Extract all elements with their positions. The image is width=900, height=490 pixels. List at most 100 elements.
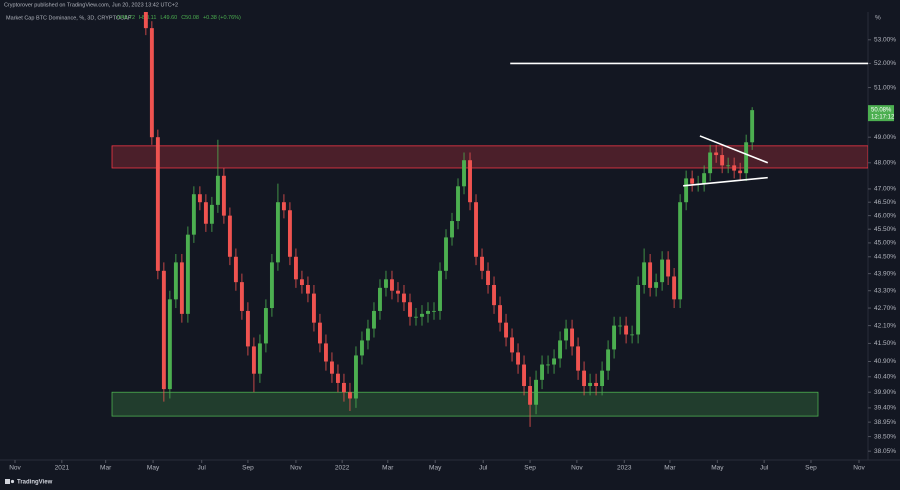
- y-tick-label: 40.40%: [874, 373, 896, 380]
- last-price-box: [868, 105, 894, 122]
- candle-body: [474, 202, 478, 257]
- candle-body: [600, 370, 605, 387]
- x-tick-label: Jul: [760, 465, 769, 472]
- candle-body: [618, 325, 623, 327]
- candle-body: [660, 259, 665, 283]
- candle-body: [360, 340, 364, 356]
- candle-body: [366, 328, 370, 341]
- publisher: Cryptorover published on TradingView.com…: [4, 2, 178, 8]
- x-tick-label: Jul: [479, 465, 488, 472]
- y-tick-label: 45.00%: [874, 240, 896, 247]
- candle-body: [732, 165, 737, 171]
- candle-body: [492, 284, 496, 306]
- candle-body: [384, 279, 388, 288]
- candle-body: [588, 382, 593, 387]
- candle-body: [378, 287, 382, 311]
- candle-body: [444, 237, 448, 271]
- candle-body: [528, 386, 532, 405]
- zone: [111, 391, 819, 417]
- candle-body: [149, 28, 154, 138]
- x-tick-label: Sep: [805, 465, 817, 472]
- y-tick-label: 46.50%: [874, 199, 896, 206]
- candle-body: [420, 313, 424, 317]
- x-tick-label: Mar: [382, 465, 394, 472]
- candle-body: [438, 270, 442, 311]
- candle-body: [281, 202, 286, 211]
- candle-body: [564, 328, 569, 341]
- y-tick-label: 42.10%: [874, 322, 896, 329]
- y-tick-label: 46.00%: [874, 212, 896, 219]
- candle-body: [594, 382, 599, 387]
- candle-body: [456, 186, 460, 222]
- y-tick-label: 47.00%: [874, 186, 896, 193]
- x-tick-label: 2021: [55, 465, 70, 472]
- last-price-label: 50.08%: [871, 108, 892, 114]
- candle-body: [227, 215, 232, 257]
- candle-body: [323, 343, 328, 362]
- candle-body: [245, 310, 250, 347]
- trendline: [683, 176, 768, 187]
- candle-body: [558, 340, 563, 359]
- candle-body: [342, 382, 346, 393]
- candle-body: [432, 310, 436, 312]
- candle-body: [690, 178, 695, 184]
- candle-body: [215, 175, 220, 205]
- candle-body: [630, 334, 635, 336]
- candle-body: [305, 284, 310, 294]
- ohlc-item: L49.60: [160, 15, 177, 21]
- candle-body: [396, 290, 400, 294]
- candle-body: [263, 308, 268, 344]
- candle-body: [299, 279, 304, 285]
- candle-body: [155, 137, 160, 271]
- x-tick-label: May: [711, 465, 724, 472]
- candle-body: [336, 373, 340, 383]
- candle-body: [642, 262, 647, 285]
- symbol-title: Market Cap BTC Dominance, %, 3D, CRYPTOC…: [6, 15, 132, 21]
- x-tick-label: Nov: [290, 465, 302, 472]
- candle-body: [480, 256, 484, 271]
- candle-body: [185, 234, 190, 314]
- y-tick-label: 38.05%: [874, 448, 896, 455]
- candle-body: [462, 160, 466, 187]
- candle-body: [209, 204, 214, 224]
- x-tick-label: 2023: [617, 465, 632, 472]
- candle-body: [269, 262, 274, 309]
- candle-body: [498, 305, 502, 323]
- candle-body: [257, 343, 262, 374]
- countdown: 12:17:12: [871, 115, 895, 121]
- candle-body: [654, 282, 659, 288]
- candle-body: [666, 259, 671, 277]
- y-tick-label: 42.70%: [874, 305, 896, 312]
- y-tick-label: 38.95%: [874, 419, 896, 426]
- y-tick-label: 45.50%: [874, 226, 896, 233]
- candle-body: [293, 256, 298, 280]
- candle-body: [750, 110, 755, 143]
- candle-body: [648, 262, 653, 288]
- y-tick-label: 53.00%: [874, 37, 896, 44]
- candle-body: [486, 270, 490, 285]
- y-tick-label: 39.90%: [874, 389, 896, 396]
- candle-body: [582, 370, 587, 387]
- candle-body: [372, 310, 376, 329]
- trendline: [699, 135, 769, 164]
- candle-body: [330, 361, 334, 374]
- candle-body: [239, 282, 244, 311]
- candle-body: [714, 152, 719, 156]
- tv-logo: [5, 479, 15, 484]
- candle-body: [546, 364, 551, 366]
- y-tick-label: 43.30%: [874, 287, 896, 294]
- candle-body: [173, 262, 178, 300]
- candle-body: [726, 165, 731, 167]
- x-tick-label: Nov: [9, 465, 21, 472]
- x-tick-label: Nov: [853, 465, 865, 472]
- candle-body: [708, 152, 713, 174]
- axis-unit: %: [875, 15, 881, 22]
- candle-body: [576, 346, 581, 371]
- ohlc-item: +0.38 (+0.76%): [203, 15, 241, 21]
- candle-body: [540, 364, 545, 380]
- candle-body: [612, 325, 617, 350]
- y-tick-label: 49.00%: [874, 134, 896, 141]
- x-tick-label: May: [429, 465, 442, 472]
- candle-body: [570, 328, 575, 347]
